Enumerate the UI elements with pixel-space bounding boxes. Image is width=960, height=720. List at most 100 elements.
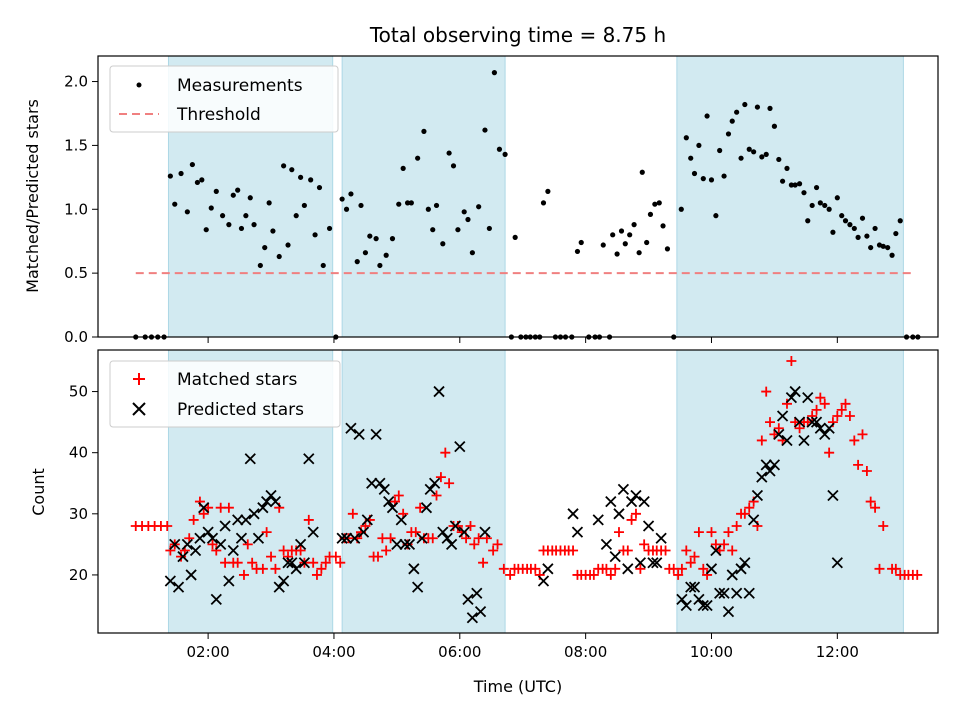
measurement-point <box>767 105 773 111</box>
predicted-star-point <box>177 550 189 563</box>
measurement-point <box>851 225 857 232</box>
matched-star-point <box>435 472 446 483</box>
predicted-star-point <box>685 581 697 593</box>
bottom-shade-2 <box>676 349 904 634</box>
measurement-point <box>880 243 886 249</box>
matched-star-point <box>693 527 704 538</box>
matched-star-point <box>857 429 868 440</box>
legend-predicted-marker <box>132 402 146 416</box>
matched-star-point <box>807 411 818 422</box>
measurement-point <box>312 232 318 238</box>
measurement-point <box>700 176 706 182</box>
measurement-point <box>725 131 732 137</box>
predicted-star-point <box>605 495 617 508</box>
matched-star-point <box>223 502 234 513</box>
matched-star-point <box>188 514 199 525</box>
measurement-point <box>320 262 326 269</box>
legend-matched-marker <box>133 373 145 385</box>
measurement-point <box>301 202 307 209</box>
matched-star-point <box>320 557 331 568</box>
measurement-point <box>486 225 492 232</box>
predicted-star-point <box>701 599 713 612</box>
measurement-point <box>446 150 452 156</box>
matched-star-point <box>861 466 872 477</box>
measurement-point <box>326 225 333 232</box>
matched-star-point <box>335 557 346 568</box>
matched-star-point <box>786 356 797 367</box>
top-ytick-label: 2.0 <box>64 73 88 91</box>
measurement-point <box>600 242 606 248</box>
matched-star-point <box>465 521 476 532</box>
measurement-point <box>482 127 488 133</box>
predicted-star-point <box>655 532 667 544</box>
measurement-point <box>383 252 389 258</box>
predicted-star-point <box>370 428 382 440</box>
measurement-point <box>746 146 752 152</box>
predicted-star-point <box>286 557 298 569</box>
predicted-star-point <box>466 612 479 624</box>
measurement-point <box>491 70 498 76</box>
predicted-star-point <box>793 416 806 428</box>
matched-star-point <box>308 557 319 568</box>
measurement-point <box>788 182 794 188</box>
legend-predicted-label: Predicted stars <box>177 400 304 420</box>
measurement-point <box>704 113 710 119</box>
bottom-xtick-label: 12:00 <box>816 643 859 661</box>
predicted-star-point <box>298 557 311 569</box>
measurement-point <box>771 123 778 129</box>
measurement-point <box>893 230 899 237</box>
predicted-star-point <box>433 385 445 398</box>
measurement-point <box>208 205 214 211</box>
matched-star-point <box>756 435 767 446</box>
measurement-point <box>652 201 658 207</box>
matched-star-point <box>819 398 830 409</box>
matched-star-point <box>723 527 734 538</box>
measurement-point <box>644 239 650 246</box>
predicted-star-point <box>403 538 416 551</box>
predicted-star-point <box>600 538 613 551</box>
matched-star-point <box>731 521 742 532</box>
measurement-point <box>469 250 475 256</box>
top-ytick-label: 0.5 <box>64 264 88 282</box>
predicted-star-point <box>194 532 206 544</box>
measurement-point <box>476 204 482 210</box>
measurement-point <box>688 155 694 161</box>
predicted-star-point <box>479 526 491 538</box>
predicted-star-point <box>471 587 483 599</box>
matched-star-point <box>824 447 835 458</box>
matched-star-point <box>727 545 738 556</box>
predicted-star-point <box>768 459 781 471</box>
bottom-ytick-label: 20 <box>69 566 88 584</box>
bottom-xtick-label: 02:00 <box>186 643 229 661</box>
measurement-point <box>859 215 866 221</box>
matched-star-point <box>478 557 489 568</box>
legend-threshold-label: Threshold <box>176 105 261 125</box>
measurement-point <box>408 200 414 206</box>
bottom-xtick-label: 08:00 <box>564 643 607 661</box>
matched-star-point <box>498 563 509 574</box>
bottom-ytick-label: 50 <box>69 383 88 401</box>
matched-star-point <box>676 563 687 574</box>
predicted-star-point <box>802 392 814 404</box>
measurement-point <box>308 177 314 183</box>
measurement-point <box>400 165 406 171</box>
predicted-star-point <box>437 526 449 538</box>
matched-star-point <box>410 527 421 538</box>
matched-star-point <box>505 569 516 580</box>
bottom-ytick-label: 40 <box>69 444 88 462</box>
measurement-point <box>683 135 689 141</box>
predicted-star-point <box>567 508 579 520</box>
measurement-point <box>316 184 323 191</box>
measurement-point <box>610 232 616 238</box>
predicted-star-point <box>642 520 655 532</box>
measurement-point <box>636 250 642 256</box>
measurement-point <box>713 213 719 219</box>
measurement-point <box>247 195 253 201</box>
measurement-point <box>847 222 853 228</box>
measurement-point <box>839 213 845 219</box>
measurement-point <box>512 234 518 240</box>
matched-star-point <box>815 392 826 403</box>
matched-star-point <box>739 508 750 519</box>
bottom-ytick-label: 30 <box>69 505 88 523</box>
predicted-star-point <box>693 593 705 606</box>
